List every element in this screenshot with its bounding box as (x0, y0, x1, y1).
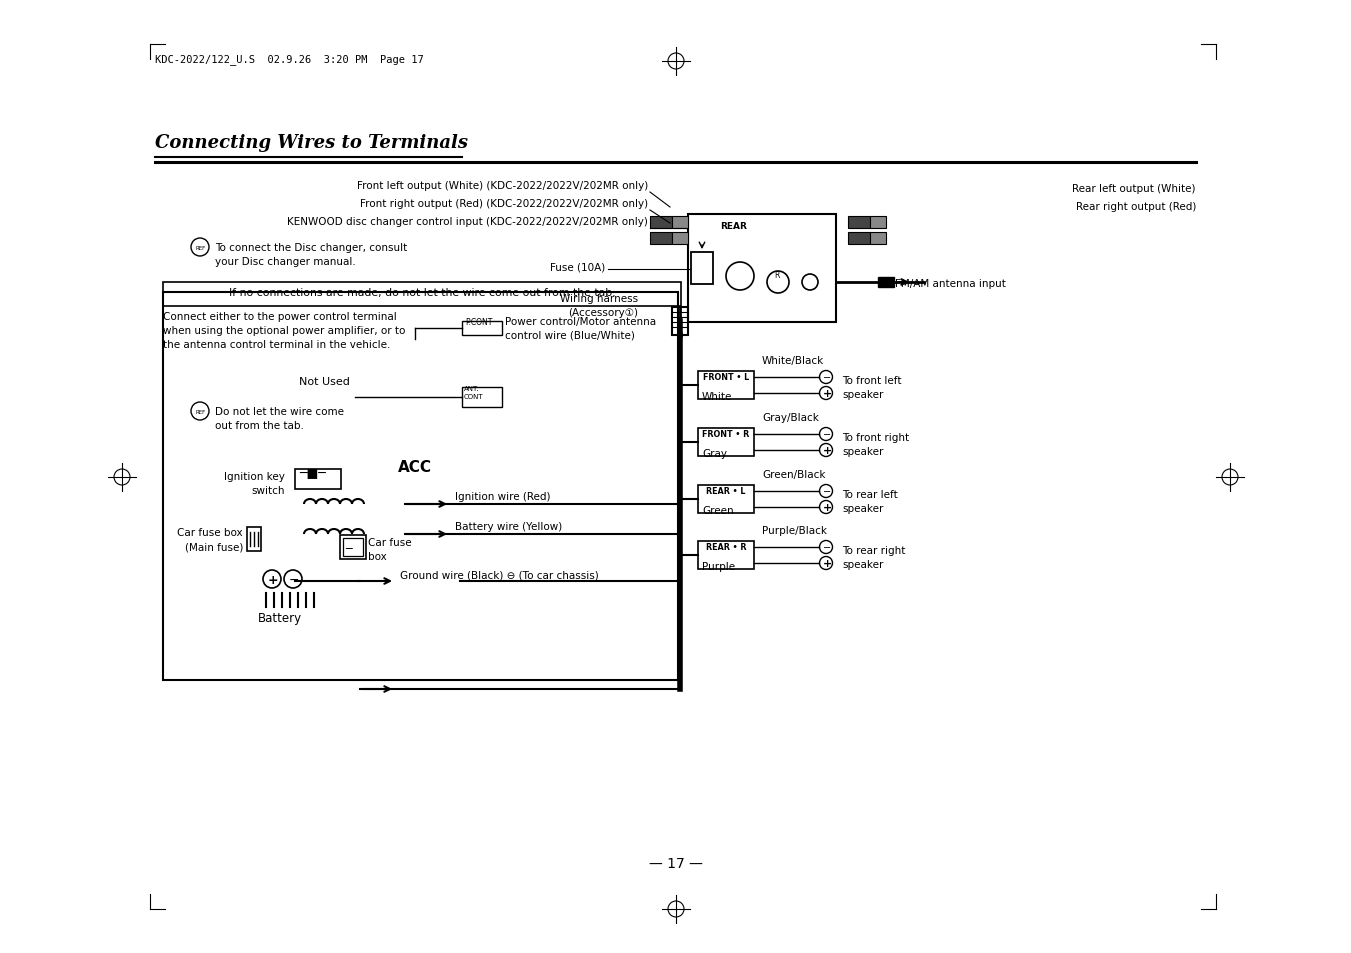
Text: White/Black: White/Black (762, 355, 824, 366)
Text: Car fuse
box: Car fuse box (367, 537, 412, 561)
Bar (650, 216, 671, 229)
Text: ─■─: ─■─ (299, 465, 326, 478)
Text: CONT: CONT (463, 394, 484, 399)
Text: P.CONT: P.CONT (465, 317, 492, 327)
Bar (295, 470, 340, 490)
Bar (462, 322, 503, 335)
Bar (690, 253, 713, 285)
Text: Power control/Motor antenna
control wire (Blue/White): Power control/Motor antenna control wire… (505, 316, 657, 340)
Bar (698, 372, 754, 399)
Text: +: + (823, 502, 832, 513)
Text: Gray/Black: Gray/Black (762, 413, 819, 422)
Bar (870, 233, 886, 245)
Text: Car fuse box
(Main fuse): Car fuse box (Main fuse) (177, 527, 243, 552)
Text: Battery: Battery (258, 612, 303, 624)
Text: Rear left output (White): Rear left output (White) (1073, 184, 1196, 193)
Text: To rear right
speaker: To rear right speaker (842, 545, 905, 569)
Bar (343, 538, 363, 557)
Text: Green/Black: Green/Black (762, 470, 825, 479)
Text: Ignition key
switch: Ignition key switch (224, 472, 285, 496)
Text: REAR • R: REAR • R (705, 542, 746, 552)
Bar (247, 527, 261, 552)
Bar (671, 308, 688, 335)
Text: Connect either to the power control terminal
when using the optional power ampli: Connect either to the power control term… (163, 312, 405, 350)
Text: Battery wire (Yellow): Battery wire (Yellow) (455, 521, 562, 532)
Text: REAR: REAR (720, 222, 747, 231)
Text: FRONT • L: FRONT • L (703, 373, 748, 381)
Text: KENWOOD disc changer control input (KDC-2022/2022V/202MR only): KENWOOD disc changer control input (KDC-… (288, 216, 648, 227)
Text: To front right
speaker: To front right speaker (842, 433, 909, 456)
Text: To rear left
speaker: To rear left speaker (842, 490, 898, 514)
Bar (650, 233, 671, 245)
Text: −: − (823, 373, 831, 382)
Bar (698, 429, 754, 456)
Text: — 17 —: — 17 — (648, 856, 703, 870)
Text: Ignition wire (Red): Ignition wire (Red) (455, 492, 550, 501)
Text: Purple/Black: Purple/Black (762, 525, 827, 536)
Text: Front left output (White) (KDC-2022/2022V/202MR only): Front left output (White) (KDC-2022/2022… (357, 181, 648, 191)
Text: +: + (267, 573, 278, 586)
Text: Gray: Gray (703, 449, 727, 458)
Text: −: − (823, 430, 831, 439)
Bar (848, 216, 870, 229)
Bar (870, 216, 886, 229)
Text: Fuse (10A): Fuse (10A) (550, 262, 605, 272)
Text: To front left
speaker: To front left speaker (842, 375, 901, 399)
Text: −: − (289, 573, 300, 586)
Text: Do not let the wire come
out from the tab.: Do not let the wire come out from the ta… (215, 407, 345, 431)
Text: −: − (823, 542, 831, 553)
Text: ACC: ACC (399, 459, 432, 475)
Text: REAR • L: REAR • L (707, 486, 746, 496)
Bar (340, 536, 366, 559)
Bar (163, 293, 678, 680)
Text: +: + (823, 446, 832, 456)
Bar (671, 216, 688, 229)
Text: White: White (703, 392, 732, 401)
Text: Front right output (Red) (KDC-2022/2022V/202MR only): Front right output (Red) (KDC-2022/2022V… (359, 199, 648, 209)
Text: Rear right output (Red): Rear right output (Red) (1075, 202, 1196, 212)
Bar (878, 277, 894, 288)
Text: KDC-2022/122_U.S  02.9.26  3:20 PM  Page 17: KDC-2022/122_U.S 02.9.26 3:20 PM Page 17 (155, 54, 424, 65)
Text: REF: REF (196, 245, 207, 251)
Text: Purple: Purple (703, 561, 735, 572)
Text: Not Used: Not Used (299, 376, 350, 387)
Text: ANT.: ANT. (463, 386, 480, 392)
Text: Green: Green (703, 505, 734, 516)
Bar (163, 283, 681, 307)
Text: Connecting Wires to Terminals: Connecting Wires to Terminals (155, 133, 467, 152)
Bar (671, 233, 688, 245)
Text: +: + (823, 389, 832, 398)
Text: Ground wire (Black) ⊖ (To car chassis): Ground wire (Black) ⊖ (To car chassis) (400, 571, 598, 580)
Text: FM/AM antenna input: FM/AM antenna input (894, 278, 1006, 289)
Bar (698, 485, 754, 514)
Text: If no connections are made, do not let the wire come out from the tab.: If no connections are made, do not let t… (228, 288, 615, 297)
Bar (848, 233, 870, 245)
Text: R: R (774, 271, 780, 280)
Text: ─: ─ (345, 542, 351, 553)
Text: Wiring harness
(Accessory①): Wiring harness (Accessory①) (559, 294, 638, 317)
Text: +: + (823, 558, 832, 568)
Bar (462, 388, 503, 408)
Text: REF: REF (196, 409, 207, 414)
Bar (698, 541, 754, 569)
Text: FRONT • R: FRONT • R (703, 430, 750, 438)
Bar (688, 214, 836, 323)
Text: To connect the Disc changer, consult
your Disc changer manual.: To connect the Disc changer, consult you… (215, 243, 407, 267)
Text: −: − (823, 486, 831, 497)
